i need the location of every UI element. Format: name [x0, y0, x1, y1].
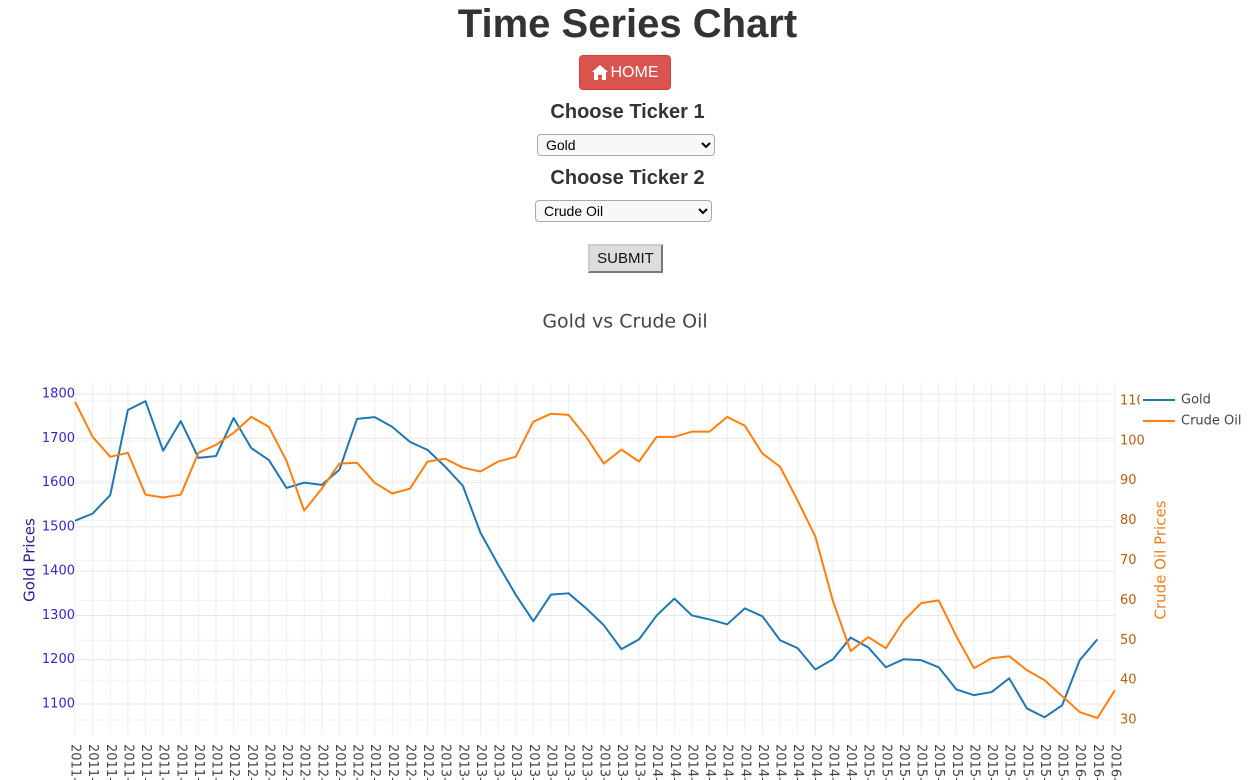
home-button[interactable]: HOME [579, 55, 671, 90]
x-tick-label: 2013-02 [455, 744, 470, 780]
y-tick-label: 1400 [42, 564, 75, 579]
legend-label: Gold [1181, 393, 1211, 408]
x-tick-label: 2014-07 [755, 744, 770, 780]
x-tick-label: 2015-04 [914, 744, 929, 780]
x-tick-label: 2015-09 [1002, 744, 1017, 780]
x-tick-label: 2012-10 [385, 744, 400, 780]
x-tick-label: 2013-09 [579, 744, 594, 780]
ticker1-select[interactable]: Gold [537, 134, 715, 156]
x-tick-label: 2014-06 [737, 744, 752, 780]
legend-label: Crude Oil [1181, 414, 1242, 429]
x-tick-label: 2014-01 [649, 744, 664, 780]
y-tick-label: 1800 [42, 387, 75, 402]
y-tick-label: 1500 [42, 519, 75, 534]
x-tick-label: 2015-01 [861, 744, 876, 780]
x-tick-label: 2014-12 [843, 744, 858, 780]
x-tick-label: 2013-12 [632, 744, 647, 780]
x-tick-label: 2012-09 [367, 744, 382, 780]
y2-tick-label: 70 [1120, 553, 1137, 568]
grid [74, 383, 1116, 735]
y2-tick-label: 80 [1120, 513, 1137, 528]
y2-tick-label: 50 [1120, 633, 1137, 648]
x-tick-label: 2011-07 [120, 744, 135, 780]
x-tick-label: 2014-09 [790, 744, 805, 780]
y2-tick-label: 60 [1120, 593, 1137, 608]
x-tick-label: 2013-11 [614, 744, 629, 780]
x-tick-label: 2014-04 [702, 744, 717, 780]
x-tick-label: 2012-04 [279, 744, 294, 780]
x-tick-label: 2015-08 [984, 744, 999, 780]
x-tick-label: 2012-03 [261, 744, 276, 780]
x-tick-label: 2015-07 [966, 744, 981, 780]
x-tick-label: 2013-08 [561, 744, 576, 780]
series-line [74, 401, 1116, 720]
x-tick-label: 2013-01 [438, 744, 453, 780]
x-tick-label: 2011-10 [173, 744, 188, 780]
x-tick-label: 2011-05 [85, 744, 100, 780]
x-tick-label: 2012-02 [244, 744, 259, 780]
x-tick-label: 2015-10 [1019, 744, 1034, 780]
x-tick-label: 2013-06 [526, 744, 541, 780]
x-tick-label: 2012-08 [350, 744, 365, 780]
y2-tick-label: 110 [1120, 393, 1145, 408]
y-axis-title: Gold Prices [21, 518, 39, 602]
y2-tick-label: 40 [1120, 673, 1137, 688]
x-tick-label: 2013-10 [596, 744, 611, 780]
x-tick-label: 2015-03 [896, 744, 911, 780]
x-tick-label: 2012-01 [226, 744, 241, 780]
x-tick-label: 2016-03 [1108, 744, 1123, 780]
x-tick-label: 2015-12 [1055, 744, 1070, 780]
submit-button[interactable]: SUBMIT [588, 244, 663, 273]
x-tick-label: 2015-11 [1037, 744, 1052, 780]
y2-tick-label: 30 [1120, 713, 1137, 728]
x-tick-label: 2014-05 [720, 744, 735, 780]
x-tick-label: 2014-10 [808, 744, 823, 780]
x-tick-label: 2012-05 [297, 744, 312, 780]
ticker1-label: Choose Ticker 1 [550, 101, 705, 123]
x-tick-label: 2014-02 [667, 744, 682, 780]
series-line [74, 400, 1099, 719]
x-tick-label: 2015-06 [949, 744, 964, 780]
x-tick-label: 2011-06 [103, 744, 118, 780]
x-tick-label: 2015-02 [878, 744, 893, 780]
x-tick-label: 2011-11 [191, 744, 206, 780]
chart-title: Gold vs Crude Oil [542, 311, 707, 333]
x-tick-label: 2012-11 [402, 744, 417, 780]
y-tick-label: 1300 [42, 608, 75, 623]
x-tick-label: 2011-04 [68, 744, 83, 780]
x-tick-label: 2016-02 [1090, 744, 1105, 780]
x-tick-label: 2011-08 [138, 744, 153, 780]
x-tick-label: 2013-07 [543, 744, 558, 780]
x-tick-label: 2011-12 [209, 744, 224, 780]
legend: Gold Crude Oil [1140, 389, 1255, 433]
x-tick-label: 2012-07 [332, 744, 347, 780]
y-tick-label: 1100 [42, 697, 75, 712]
x-tick-label: 2014-08 [773, 744, 788, 780]
x-tick-label: 2016-01 [1072, 744, 1087, 780]
ticker2-label: Choose Ticker 2 [550, 167, 705, 189]
x-tick-label: 2015-05 [931, 744, 946, 780]
x-tick-label: 2013-03 [473, 744, 488, 780]
home-icon [591, 65, 608, 80]
legend-bg [1140, 389, 1255, 433]
x-tick-label: 2014-03 [684, 744, 699, 780]
y2-axis-title: Crude Oil Prices [1152, 500, 1170, 619]
x-tick-label: 2013-04 [491, 744, 506, 780]
ticker2-select[interactable]: Crude Oil [535, 200, 712, 222]
y2-tick-label: 90 [1120, 473, 1137, 488]
y-tick-label: 1600 [42, 475, 75, 490]
y-tick-label: 1200 [42, 652, 75, 667]
page-title: Time Series Chart [457, 2, 798, 46]
x-tick-label: 2012-12 [420, 744, 435, 780]
x-tick-label: 2014-11 [825, 744, 840, 780]
y-tick-label: 1700 [42, 431, 75, 446]
x-tick-label: 2011-09 [156, 744, 171, 780]
y2-tick-label: 100 [1120, 433, 1145, 448]
x-tick-label: 2013-05 [508, 744, 523, 780]
x-tick-label: 2012-06 [314, 744, 329, 780]
home-label: HOME [610, 63, 659, 81]
